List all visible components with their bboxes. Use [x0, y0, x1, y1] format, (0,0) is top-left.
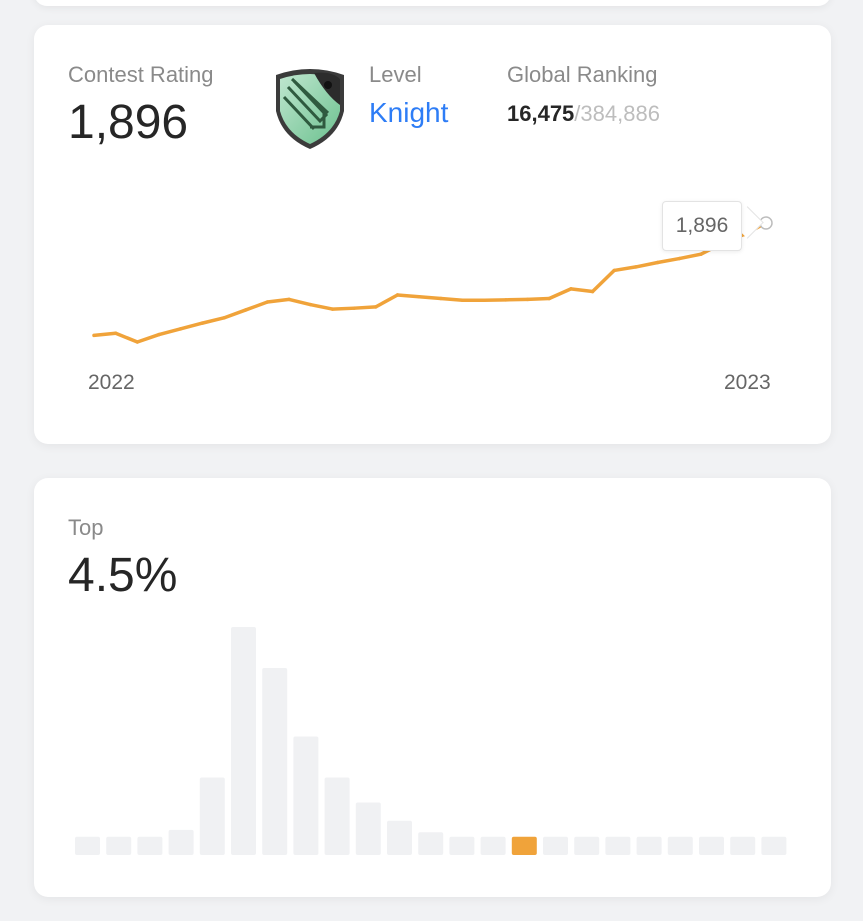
top-label: Top: [68, 515, 104, 540]
rating-line-segment: [374, 293, 400, 309]
rating-line-segment: [569, 287, 595, 294]
rating-line-segment: [655, 256, 682, 265]
rating-line-segment: [309, 302, 335, 311]
histogram-bar[interactable]: [137, 836, 163, 855]
top-percentage-card: Top 4.5%: [34, 478, 831, 897]
rating-line-segment: [417, 295, 443, 301]
histogram-bar[interactable]: [418, 832, 444, 855]
rating-line-segment: [243, 300, 270, 312]
histogram-bar[interactable]: [574, 836, 600, 855]
contest-rating-label: Contest Rating: [68, 62, 214, 87]
top-percentage-value: 4.5%: [68, 549, 178, 602]
contest-rating-value: 1,896: [68, 96, 189, 149]
histogram-bar[interactable]: [231, 627, 256, 855]
histogram-bar[interactable]: [75, 836, 100, 855]
rating-line-segment: [547, 287, 573, 301]
histogram-bar[interactable]: [730, 836, 756, 855]
rating-tooltip: 1,896: [662, 201, 742, 251]
global-ranking-label: Global Ranking: [507, 62, 658, 87]
histogram-bar[interactable]: [480, 836, 506, 855]
rating-line-segment: [395, 293, 421, 299]
rating-distribution-histogram[interactable]: [34, 478, 831, 897]
rating-line-segment: [265, 297, 291, 304]
histogram-bar[interactable]: [106, 836, 132, 855]
contest-rating-card: Contest Rating 1,896 Level Knight Global…: [34, 25, 831, 444]
rating-line-segment: [92, 331, 118, 338]
rating-line-segment: [287, 297, 313, 307]
rating-line-segment: [157, 327, 183, 337]
previous-card-edge: [34, 0, 831, 6]
rating-line-segment: [222, 308, 248, 320]
knight-badge-icon: [276, 69, 344, 149]
rating-line-segment: [590, 268, 617, 294]
global-ranking-value: 16,475/384,886: [507, 101, 660, 127]
histogram-bar[interactable]: [262, 668, 288, 855]
x-tick-label-start: 2022: [88, 371, 135, 394]
x-tick-label-end: 2023: [724, 371, 771, 394]
histogram-bar[interactable]: [636, 836, 662, 855]
rating-line-segment: [135, 332, 161, 344]
histogram-bar[interactable]: [449, 836, 475, 855]
rating-line-segment: [330, 306, 356, 311]
histogram-bar[interactable]: [699, 836, 724, 855]
ranking-separator: /: [574, 101, 581, 126]
histogram-bar[interactable]: [324, 777, 350, 855]
histogram-bar[interactable]: [293, 736, 319, 855]
histogram-bar[interactable]: [199, 777, 225, 855]
rating-line-segment: [525, 296, 551, 302]
rating-line-segment: [439, 296, 465, 303]
histogram-bar[interactable]: [387, 820, 412, 855]
rating-line-segment: [200, 316, 226, 325]
rating-line-segment: [612, 265, 638, 273]
histogram-bar[interactable]: [667, 836, 693, 855]
rating-line-segment: [677, 252, 703, 261]
level-label: Level: [369, 62, 422, 87]
histogram-bar[interactable]: [605, 836, 631, 855]
level-value[interactable]: Knight: [369, 97, 449, 128]
rating-line-segment: [634, 260, 660, 269]
histogram-bar[interactable]: [168, 829, 194, 855]
histogram-bar[interactable]: [761, 836, 787, 855]
histogram-bar-current[interactable]: [511, 836, 537, 855]
rating-line-segment: [352, 305, 378, 310]
histogram-bar[interactable]: [355, 802, 381, 855]
ranking-current: 16,475: [507, 101, 575, 126]
histogram-bar[interactable]: [543, 836, 568, 855]
rating-line-segment: [113, 331, 140, 344]
ranking-total: 384,886: [580, 101, 660, 126]
rating-line-segment: [178, 321, 205, 331]
